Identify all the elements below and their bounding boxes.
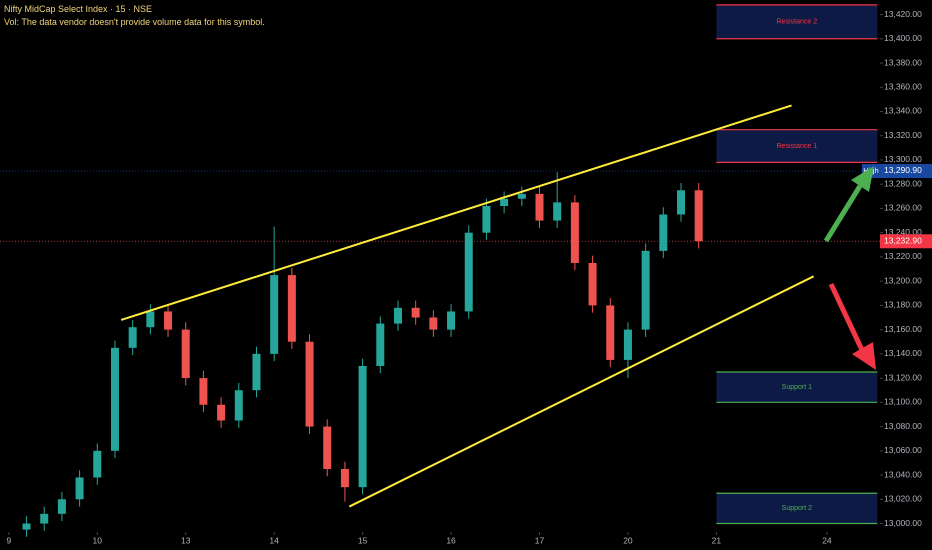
- candle-body: [110, 347, 119, 451]
- zone: [716, 372, 878, 403]
- x-tick-label: 20: [623, 535, 633, 545]
- candle-body: [57, 499, 66, 514]
- y-tick-label: 13,360.00: [884, 82, 922, 92]
- x-tick-label: 21: [712, 535, 722, 545]
- zone-label: Resistance 2: [777, 19, 818, 26]
- y-tick-label: 13,380.00: [884, 57, 922, 67]
- candle-body: [694, 190, 703, 242]
- y-tick-label: 13,260.00: [884, 203, 922, 213]
- x-tick-label: 10: [93, 535, 103, 545]
- y-tick-label: 13,180.00: [884, 300, 922, 310]
- candle-body: [641, 250, 650, 330]
- candle-body: [323, 426, 332, 469]
- candle-body: [606, 305, 615, 360]
- y-tick-label: 13,000.00: [884, 518, 922, 528]
- y-tick-label: 13,160.00: [884, 324, 922, 334]
- x-tick-label: 16: [446, 535, 456, 545]
- candle-body: [500, 198, 509, 207]
- candle-body: [75, 477, 84, 500]
- candle-body: [429, 317, 438, 330]
- zone-label: Support 1: [782, 384, 812, 391]
- y-tick-label: 13,240.00: [884, 227, 922, 237]
- price-badge-label: 13,290.90: [884, 165, 922, 175]
- x-tick-label: 17: [535, 535, 545, 545]
- candle-body: [411, 307, 420, 318]
- price-badge-label: 13,232.90: [884, 236, 922, 246]
- candle-body: [305, 341, 314, 427]
- zone: [716, 129, 878, 163]
- candle-body: [677, 190, 686, 215]
- x-tick-label: 15: [358, 535, 368, 545]
- price-badge: [880, 234, 932, 249]
- candle-body: [340, 468, 349, 488]
- candle-body: [234, 390, 243, 421]
- candle-body: [270, 275, 279, 354]
- candle-body: [252, 353, 261, 391]
- candle-body: [164, 311, 173, 330]
- price-badge: [880, 163, 932, 178]
- candle-body: [553, 202, 562, 221]
- y-tick-label: 13,220.00: [884, 251, 922, 261]
- y-tick-label: 13,080.00: [884, 421, 922, 431]
- candle-body: [659, 214, 668, 251]
- y-tick-label: 13,320.00: [884, 130, 922, 140]
- candle-body: [287, 275, 296, 342]
- red-arrow: [828, 282, 876, 370]
- zone: [716, 493, 878, 524]
- candle-body: [181, 329, 190, 379]
- y-tick-label: 13,400.00: [884, 33, 922, 43]
- trendline: [348, 275, 815, 508]
- candle-body: [40, 513, 49, 524]
- candle-body: [447, 311, 456, 330]
- arrow-head: [851, 166, 874, 192]
- x-tick-label: 24: [822, 535, 832, 545]
- candle-body: [128, 327, 137, 348]
- candle-body: [199, 378, 208, 405]
- candle-body: [570, 202, 579, 263]
- arrow-head: [852, 342, 876, 370]
- candle-body: [517, 193, 526, 199]
- green-arrow: [823, 166, 874, 243]
- arrow-shaft: [823, 184, 863, 243]
- y-tick-label: 13,340.00: [884, 106, 922, 116]
- y-tick-label: 13,040.00: [884, 469, 922, 479]
- y-tick-label: 13,140.00: [884, 348, 922, 358]
- y-tick-label: 13,300.00: [884, 154, 922, 164]
- y-tick-label: 13,280.00: [884, 178, 922, 188]
- candle-body: [623, 329, 632, 360]
- candle-body: [588, 262, 597, 306]
- y-tick-label: 13,060.00: [884, 445, 922, 455]
- candle-body: [358, 365, 367, 488]
- y-tick-label: 13,020.00: [884, 494, 922, 504]
- x-tick-label: 13: [181, 535, 191, 545]
- candle-body: [146, 311, 155, 328]
- candle-body: [217, 404, 226, 421]
- chart-title: Nifty MidCap Select Index · 15 · NSE: [4, 4, 152, 14]
- candle-body: [535, 193, 544, 221]
- y-tick-label: 13,420.00: [884, 9, 922, 19]
- x-tick-label: 14: [269, 535, 279, 545]
- candle-body: [93, 450, 102, 478]
- y-tick-label: 13,100.00: [884, 397, 922, 407]
- zone-label: Support 2: [782, 505, 812, 512]
- candle-body: [22, 523, 31, 530]
- candle-body: [464, 232, 473, 312]
- candle-body: [393, 307, 402, 324]
- y-tick-label: 13,120.00: [884, 372, 922, 382]
- arrow-shaft: [828, 282, 865, 352]
- candle-body: [482, 206, 491, 233]
- y-tick-label: 13,200.00: [884, 275, 922, 285]
- candle-body: [376, 323, 385, 366]
- zone: [716, 4, 878, 39]
- x-tick-label: 9: [6, 535, 11, 545]
- trendline: [120, 104, 792, 321]
- zone-label: Resistance 1: [777, 143, 818, 150]
- chart-subtitle: Vol: The data vendor doesn't provide vol…: [4, 17, 265, 27]
